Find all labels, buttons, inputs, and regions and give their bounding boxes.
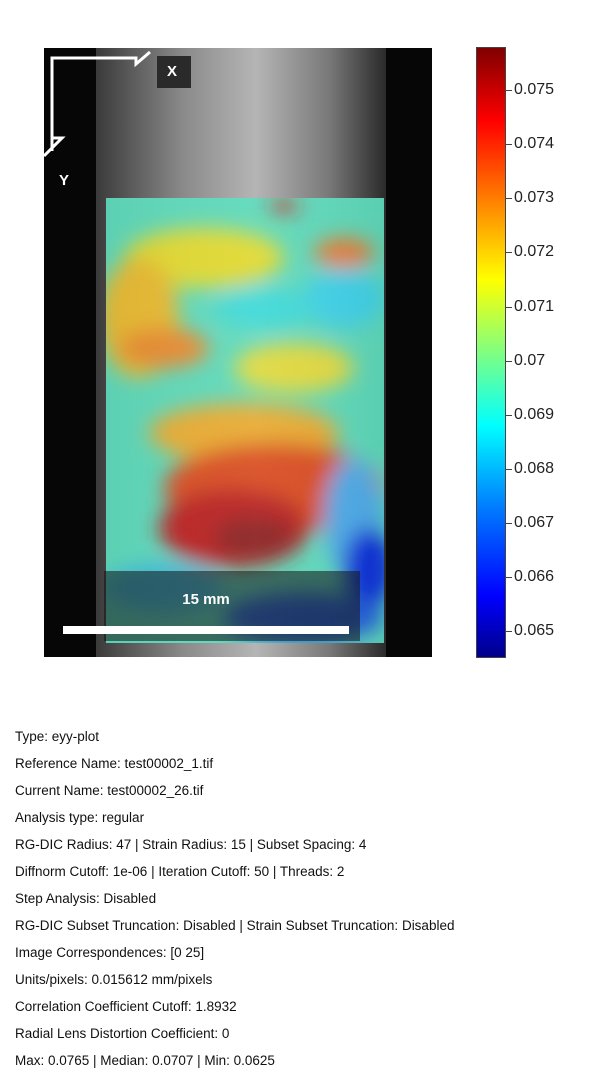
info-line: RG-DIC Radius: 47 | Strain Radius: 15 | … [15,837,367,852]
info-line: Step Analysis: Disabled [15,891,157,906]
info-line: Correlation Coefficient Cutoff: 1.8932 [15,999,237,1014]
colorbar-tick [506,90,512,92]
info-line: Units/pixels: 0.015612 mm/pixels [15,972,213,987]
colorbar-tick-label: 0.075 [514,81,555,99]
y-axis-label: Y [59,172,70,189]
colorbar-tick [506,198,512,200]
info-line: Image Correspondences: [0 25] [15,945,205,960]
colorbar-tick-label: 0.069 [514,405,555,423]
info-line: RG-DIC Subset Truncation: Disabled | Str… [15,918,455,933]
colorbar-tick [506,522,512,524]
colorbar-tick-label: 0.066 [514,567,555,585]
colorbar-tick [506,306,512,308]
colorbar-tick-label: 0.065 [514,621,555,639]
colorbar-tick [506,144,512,146]
colorbar-tick [506,414,512,416]
colorbar-tick-label: 0.074 [514,135,555,153]
colorbar-tick [506,252,512,254]
axis-indicator [50,50,151,151]
colorbar-tick [506,468,512,470]
info-line: Analysis type: regular [15,810,145,825]
colorbar-tick [506,576,512,578]
colorbar-tick-label: 0.073 [514,189,555,207]
x-axis-badge [157,56,191,88]
x-axis-label: X [167,63,178,80]
strain-field-overlay [106,198,384,643]
colorbar [476,47,506,658]
info-line: Radial Lens Distortion Coefficient: 0 [15,1026,230,1041]
colorbar-tick [506,360,512,362]
info-line: Reference Name: test00002_1.tif [15,756,214,771]
info-line: Diffnorm Cutoff: 1e-06 | Iteration Cutof… [15,864,345,879]
colorbar-tick-label: 0.068 [514,459,555,477]
info-line: Max: 0.0765 | Median: 0.0707 | Min: 0.06… [15,1053,275,1068]
scale-bar-label: 15 mm [182,591,230,608]
colorbar-tick-label: 0.071 [514,297,555,315]
colorbar-tick-label: 0.072 [514,243,555,261]
analysis-info: Type: eyy-plot Reference Name: test00002_… [15,729,454,1080]
strain-field-image [44,48,432,657]
colorbar-tick-label: 0.067 [514,513,555,531]
scale-bar [63,626,349,634]
info-line: Current Name: test00002_26.tif [15,783,204,798]
colorbar-tick-label: 0.07 [514,351,546,369]
info-line: Type: eyy-plot [15,729,100,744]
strain-plot: X Y 15 mm [44,48,432,657]
colorbar-tick [506,630,512,632]
